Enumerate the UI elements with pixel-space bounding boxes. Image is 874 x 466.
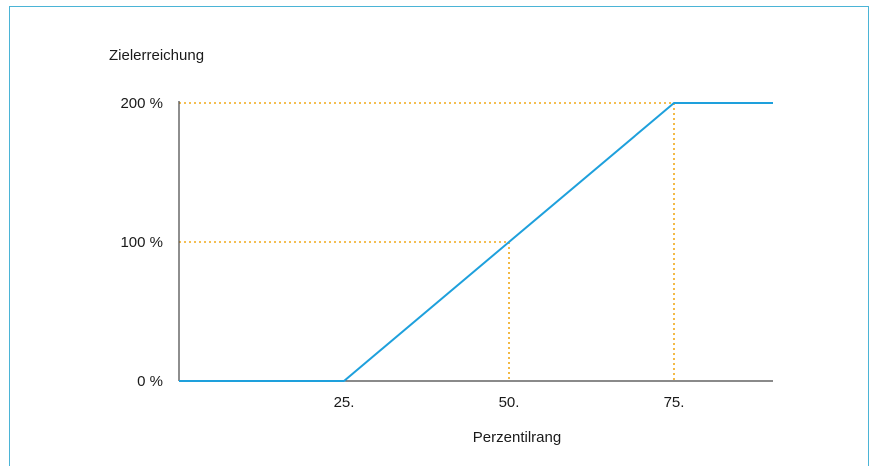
chart-frame <box>9 6 869 466</box>
series-line <box>179 102 773 382</box>
x-axis-title: Perzentilrang <box>473 429 561 446</box>
y-tick-label: 0 % <box>137 373 163 390</box>
y-axis-title: Zielerreichung <box>109 47 204 64</box>
x-tick-label: 50. <box>499 394 520 411</box>
y-tick-label: 200 % <box>120 95 163 112</box>
x-tick-label: 25. <box>334 394 355 411</box>
x-tick-label: 75. <box>664 394 685 411</box>
y-tick-label: 100 % <box>120 234 163 251</box>
